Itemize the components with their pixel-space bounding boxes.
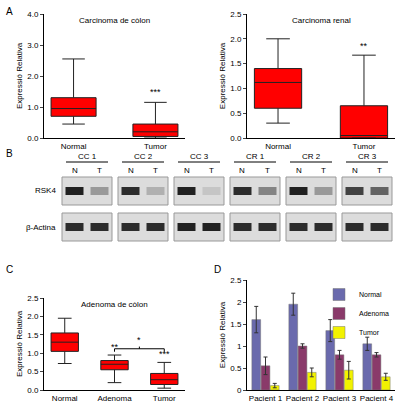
svg-text:CR 2: CR 2 (302, 152, 321, 161)
svg-text:CR 3: CR 3 (358, 152, 377, 161)
svg-text:CC 2: CC 2 (134, 152, 153, 161)
svg-text:N: N (184, 166, 190, 175)
svg-text:CC 3: CC 3 (190, 152, 209, 161)
svg-text:T: T (321, 166, 326, 175)
svg-text:***: *** (150, 87, 161, 97)
svg-text:T: T (97, 166, 102, 175)
svg-text:T: T (209, 166, 214, 175)
svg-text:1.5: 1.5 (27, 331, 39, 340)
svg-text:T: T (377, 166, 382, 175)
svg-text:N: N (128, 166, 134, 175)
svg-text:D: D (214, 264, 221, 275)
svg-text:Pacient 3: Pacient 3 (323, 394, 357, 403)
svg-text:T: T (265, 166, 270, 175)
svg-text:2.0: 2.0 (27, 312, 39, 321)
svg-text:C: C (6, 264, 13, 275)
svg-text:1.0: 1.0 (27, 103, 39, 112)
svg-text:2: 2 (237, 298, 242, 307)
svg-text:0.0: 0.0 (27, 386, 39, 395)
svg-text:0: 0 (237, 386, 242, 395)
svg-text:**: ** (111, 342, 119, 352)
svg-text:4.0: 4.0 (27, 10, 39, 19)
svg-text:Expressió Relativa: Expressió Relativa (15, 42, 24, 109)
svg-text:Tumor: Tumor (153, 394, 176, 403)
svg-text:Expressió Relativa: Expressió Relativa (218, 301, 227, 368)
svg-text:A: A (6, 6, 13, 17)
svg-text:2.0: 2.0 (27, 72, 39, 81)
svg-text:3.0: 3.0 (27, 41, 39, 50)
svg-text:Tumor: Tumor (144, 142, 167, 151)
svg-text:T: T (153, 166, 158, 175)
svg-text:RSK4: RSK4 (35, 186, 56, 195)
svg-text:2.5: 2.5 (230, 276, 242, 285)
svg-text:Adenoma: Adenoma (359, 310, 389, 317)
svg-text:N: N (296, 166, 302, 175)
svg-text:2.5: 2.5 (27, 294, 39, 303)
svg-text:Normal: Normal (52, 394, 78, 403)
svg-text:0.0: 0.0 (230, 134, 242, 143)
svg-text:Pacient 4: Pacient 4 (360, 394, 394, 403)
svg-text:Carcinoma de còlon: Carcinoma de còlon (79, 16, 150, 25)
svg-text:Expressió Relativa: Expressió Relativa (15, 310, 24, 377)
svg-text:1.0: 1.0 (230, 84, 242, 93)
svg-text:Normal: Normal (61, 142, 87, 151)
svg-text:Normal: Normal (359, 291, 382, 298)
svg-text:0.5: 0.5 (230, 364, 242, 373)
svg-text:N: N (352, 166, 358, 175)
svg-text:N: N (239, 166, 245, 175)
svg-text:CR 1: CR 1 (246, 152, 265, 161)
svg-text:Pacient 1: Pacient 1 (249, 394, 283, 403)
svg-text:Adenoma: Adenoma (97, 394, 132, 403)
svg-text:Carcinoma renal: Carcinoma renal (292, 16, 351, 25)
svg-text:B: B (6, 148, 13, 159)
svg-text:Adenoma de còlon: Adenoma de còlon (81, 300, 148, 309)
svg-text:*: * (137, 335, 141, 345)
svg-text:**: ** (360, 41, 368, 51)
svg-text:Normal: Normal (265, 142, 291, 151)
svg-text:β-Actina: β-Actina (26, 223, 56, 232)
svg-text:Expressió Relativa: Expressió Relativa (218, 42, 227, 109)
svg-text:1.0: 1.0 (27, 349, 39, 358)
svg-text:2.5: 2.5 (230, 10, 242, 19)
svg-text:CC 1: CC 1 (78, 152, 97, 161)
svg-text:0.5: 0.5 (27, 367, 39, 376)
svg-text:N: N (72, 166, 78, 175)
svg-text:Pacient 2: Pacient 2 (286, 394, 320, 403)
svg-text:0.5: 0.5 (230, 109, 242, 118)
svg-text:Tumor: Tumor (353, 142, 376, 151)
svg-text:1.5: 1.5 (230, 59, 242, 68)
svg-text:Tumor: Tumor (359, 329, 380, 336)
svg-text:1.5: 1.5 (230, 320, 242, 329)
svg-text:1: 1 (237, 342, 242, 351)
svg-text:0.0: 0.0 (27, 134, 39, 143)
svg-text:***: *** (159, 349, 170, 359)
svg-text:2.0: 2.0 (230, 35, 242, 44)
